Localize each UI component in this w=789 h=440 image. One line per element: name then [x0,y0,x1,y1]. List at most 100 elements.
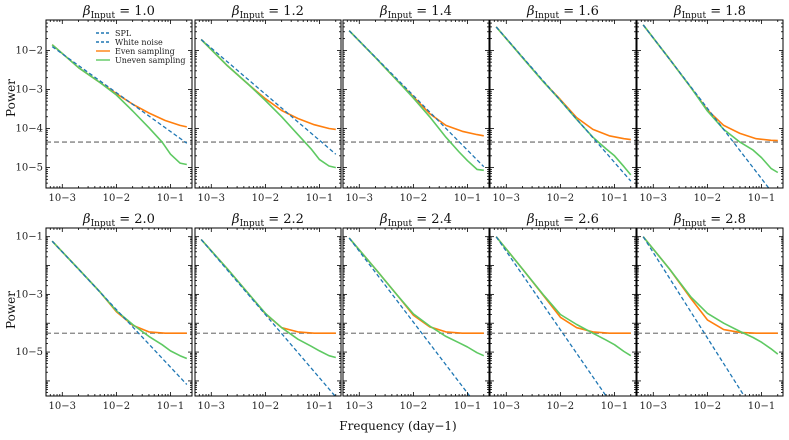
panel-title: βInput = 2.2 [231,212,304,229]
panel-title: βInput = 1.2 [231,4,304,21]
axis-ticks [194,19,341,189]
y-tick-label: 10−2 [16,45,43,56]
y-tick-label: 10−5 [16,163,43,174]
uneven-sampling-line [51,44,187,166]
spl-line [51,46,188,144]
spl-line [642,24,770,188]
axis-ticks [45,227,192,397]
panel-frame [45,227,193,397]
x-tick-label: 10−1 [601,193,628,204]
y-tick-label: 10−3 [16,289,43,300]
x-tick-label: 10−3 [493,401,520,412]
x-tick-label: 10−3 [49,401,76,412]
axis-ticks [636,227,783,397]
plot-area [46,240,192,385]
panel-frame [636,227,784,397]
panel-title: βInput = 1.0 [82,4,155,21]
x-tick-label: 10−2 [252,401,279,412]
panel-title: βInput = 2.8 [673,212,746,229]
panel-4: βInput = 1.6 10−3 10−2 10−1 [489,4,637,204]
x-tick-label: 10−2 [547,193,574,204]
axis-ticks [342,227,489,397]
panel-1: βInput = 1.0 10−3 10−2 10−1 10−5 10−4 10−3 10−2… [16,4,193,204]
panel-title: βInput = 1.4 [379,4,452,21]
plot-area [637,236,783,396]
axis-ticks [489,19,636,189]
uneven-sampling-line [495,26,632,176]
panel-title: βInput = 2.4 [379,212,452,229]
y-tick-label: 10−5 [16,347,43,358]
x-tick-label: 10−1 [748,193,775,204]
even-sampling-line [348,237,484,335]
plot-area [490,236,636,396]
plot-area [343,237,489,396]
y-axis-label-bottom: Power [4,291,18,329]
x-tick-label: 10−3 [640,193,667,204]
x-tick-label: 10−2 [103,193,130,204]
panel-frame [636,19,784,189]
x-tick-label: 10−2 [694,193,721,204]
x-tick-label: 10−2 [547,401,574,412]
x-tick-label: 10−1 [306,401,333,412]
plot-area [46,44,192,166]
even-sampling-line [495,26,631,141]
panel-frame [342,227,490,397]
panel-10: βInput = 2.8 10−3 10−2 10−1 [636,212,784,412]
x-tick-label: 10−3 [49,193,76,204]
legend-entry: Even sampling [115,47,175,56]
spl-line [51,240,188,385]
x-tick-label: 10−1 [748,401,775,412]
even-sampling-line [348,30,484,137]
panel-2: βInput = 1.2 10−3 10−2 10−1 [194,4,342,204]
uneven-sampling-line [51,240,188,360]
panel-title: βInput = 1.8 [673,4,746,21]
axis-ticks [636,19,783,189]
x-tick-label: 10−2 [400,193,427,204]
panel-frame [45,19,193,189]
even-sampling-line [642,236,778,335]
uneven-sampling-line [642,236,779,355]
panel-8: βInput = 2.4 10−3 10−2 10−1 [342,212,490,412]
spl-line [200,239,336,396]
x-tick-label: 10−3 [346,401,373,412]
legend-entry: Uneven sampling [115,56,186,65]
panel-3: βInput = 1.4 10−3 10−2 10−1 [342,4,490,204]
x-tick-label: 10−3 [640,401,667,412]
plot-area [195,238,341,396]
y-tick-label: 10−4 [16,124,43,135]
plot-area [343,30,489,172]
plot-area [637,24,783,188]
x-tick-label: 10−3 [346,193,373,204]
panel-frame [489,227,637,397]
plot-area [195,38,341,169]
spl-line [495,236,607,396]
uneven-sampling-line [200,238,337,359]
panel-frame [342,19,490,189]
x-tick-label: 10−1 [306,193,333,204]
panel-grid: βInput = 1.0 10−3 10−2 10−1 10−5 10−4 10−3 10−2… [16,4,784,412]
panel-6: βInput = 2.0 10−3 10−2 10−1 10−5 10−3 10−1 [16,212,193,412]
y-tick-label: 10−3 [16,84,43,95]
axis-ticks [489,227,636,397]
y-tick-label: 10−1 [16,232,43,243]
axis-ticks [45,19,192,189]
x-tick-label: 10−1 [454,193,481,204]
even-sampling-line [495,236,631,335]
uneven-sampling-line [642,24,779,174]
uneven-sampling-line [495,236,632,357]
x-tick-label: 10−3 [198,401,225,412]
axis-ticks [342,19,489,189]
x-tick-label: 10−3 [493,193,520,204]
legend-entry: White noise [115,38,163,47]
x-tick-label: 10−2 [252,193,279,204]
x-tick-label: 10−1 [454,401,481,412]
spl-line [642,236,745,396]
panel-title: βInput = 1.6 [526,4,599,21]
even-sampling-line [200,38,336,131]
panel-title: βInput = 2.0 [82,212,155,229]
plot-area [490,26,636,182]
panel-7: βInput = 2.2 10−3 10−2 10−1 [194,212,342,412]
panel-frame [194,19,342,189]
axis-ticks [194,227,341,397]
